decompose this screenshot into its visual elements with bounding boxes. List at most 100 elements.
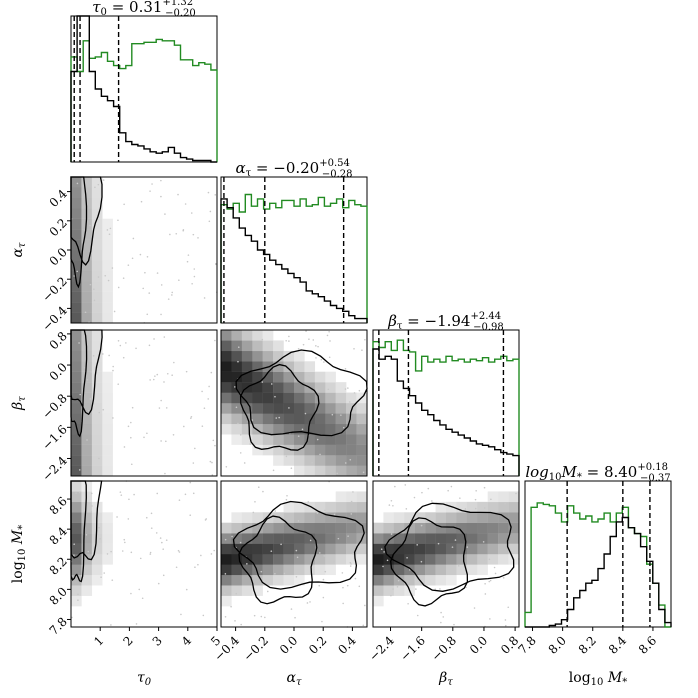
scatter-point [404, 484, 407, 486]
scatter-point [76, 270, 78, 273]
density-cell [221, 361, 232, 372]
scatter-point [189, 514, 192, 517]
density-cell [304, 371, 316, 383]
x-axis-label-beta: βτ [438, 670, 453, 688]
density-cell [71, 554, 82, 565]
scatter-point [71, 616, 73, 619]
density-cell [273, 444, 284, 456]
density-cell [356, 465, 368, 477]
density-cell [102, 522, 113, 534]
scatter-point [322, 578, 325, 581]
y-axis-label-beta: βτ [10, 396, 28, 411]
density-cell [81, 403, 93, 414]
scatter-point [305, 330, 307, 332]
scatter-point [405, 508, 408, 510]
x-tick-label-logM: 8.4 [606, 633, 630, 657]
density-cell [356, 413, 368, 425]
density-cell [425, 543, 436, 555]
scatter-point [214, 339, 216, 342]
scatter-point [437, 542, 440, 545]
panel-frame [70, 480, 218, 628]
density-cell [91, 330, 103, 341]
density-cell [81, 270, 93, 282]
scatter-point [415, 588, 417, 590]
density-cell [487, 522, 499, 534]
panel-logM-vs-beta [372, 480, 520, 628]
density-cell [273, 392, 284, 404]
density-cell [262, 522, 274, 534]
scatter-point [190, 415, 193, 418]
density-cell [314, 522, 326, 534]
scatter-point [296, 556, 299, 559]
scatter-point [261, 381, 264, 383]
scatter-point [163, 336, 166, 338]
density-cell [91, 229, 103, 240]
density-cell [283, 444, 295, 456]
scatter-point [431, 500, 433, 502]
density-cell [231, 413, 243, 425]
density-cell [414, 533, 426, 544]
density-cell [262, 413, 274, 425]
density-cell [71, 208, 82, 219]
scatter-point [211, 461, 213, 464]
scatter-point [149, 379, 151, 381]
scatter-point [116, 516, 118, 518]
density-cell [487, 533, 499, 544]
density-cell [102, 423, 113, 435]
density-cell [91, 423, 103, 435]
scatter-point [201, 425, 204, 427]
scatter-point [209, 460, 212, 463]
density-cell [283, 501, 295, 513]
density-cell [435, 574, 447, 586]
scatter-point [278, 416, 281, 419]
scatter-point [121, 550, 124, 552]
scatter-point [346, 584, 349, 587]
scatter-point [78, 342, 80, 344]
density-cell [466, 512, 478, 523]
scatter-point [451, 546, 454, 548]
scatter-point [413, 496, 416, 499]
scatter-point [171, 374, 173, 377]
density-cell [435, 522, 447, 534]
density-cell [508, 491, 520, 503]
y-axis-label-logM: log10 M* [10, 525, 28, 583]
density-cell [346, 543, 357, 555]
scatter-point [357, 422, 360, 425]
scatter-point [353, 347, 355, 350]
posterior-histogram [525, 516, 672, 628]
hist-beta: βτ = −1.94+2.44 −0.98 [372, 311, 520, 477]
density-cell [335, 413, 347, 425]
density-cell [91, 371, 103, 383]
x-tick-label-tau0: 2 [120, 633, 135, 648]
density-cell [252, 522, 263, 534]
scatter-point [349, 561, 352, 564]
scatter-point [340, 414, 342, 416]
density-cell [498, 533, 509, 544]
scatter-point [110, 550, 112, 553]
density-cell [314, 392, 326, 404]
density-cell [221, 382, 232, 393]
scatter-point [416, 544, 418, 546]
panel-frame [70, 15, 218, 163]
scatter-point [86, 439, 88, 441]
scatter-point [165, 539, 168, 541]
scatter-point [440, 611, 442, 614]
scatter-point [160, 179, 162, 182]
density-cell [446, 533, 457, 544]
contour-level-1 [232, 500, 365, 590]
density-cell [241, 392, 253, 404]
density-cell [325, 501, 336, 513]
density-cell [346, 491, 357, 503]
contour-level-2 [239, 363, 320, 451]
scatter-point [123, 203, 125, 206]
density-cell [294, 554, 305, 565]
scatter-point [184, 493, 187, 496]
scatter-point [135, 347, 137, 350]
scatter-point [87, 550, 90, 553]
density-cell [294, 350, 305, 362]
density-cell [81, 291, 93, 303]
scatter-point [274, 510, 277, 512]
density-cell [221, 543, 232, 555]
density-cell [356, 423, 368, 435]
scatter-point [90, 492, 93, 495]
